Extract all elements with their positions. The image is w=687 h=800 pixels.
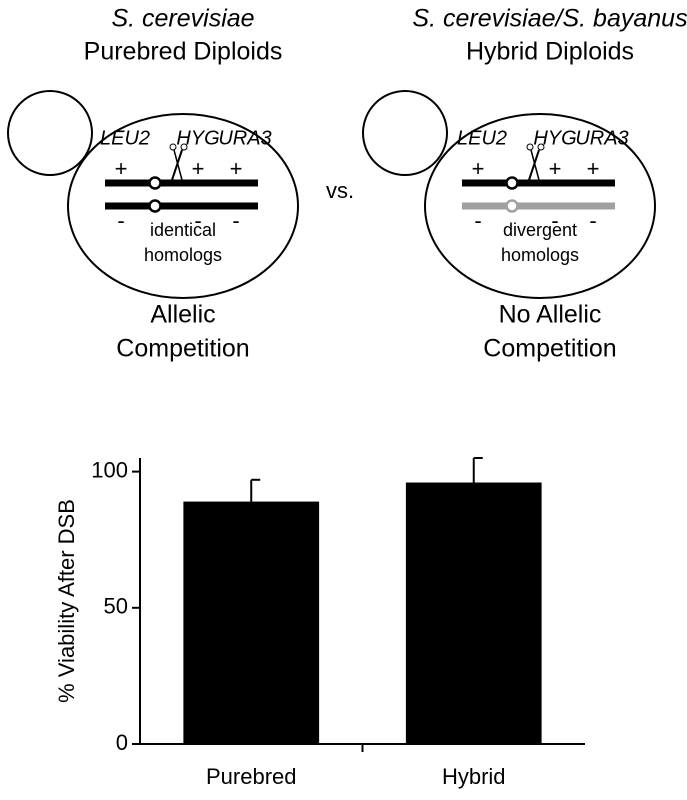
- scissors: [537, 143, 545, 151]
- gene-label: HYG: [533, 127, 576, 149]
- centromere: [505, 199, 519, 213]
- bud: [7, 90, 93, 176]
- y-axis-title: % Viability After DSB: [54, 499, 79, 703]
- separator: vs.: [326, 178, 354, 203]
- minus-sign: -: [589, 208, 596, 233]
- x-tick-label: Purebred: [206, 764, 297, 789]
- homolog-label: homologs: [144, 245, 222, 265]
- plus-sign: +: [549, 156, 562, 181]
- scissors: [180, 143, 188, 151]
- gene-label: LEU2: [100, 127, 150, 149]
- bud: [362, 90, 448, 176]
- minus-sign: -: [232, 208, 239, 233]
- homolog-label: homologs: [501, 245, 579, 265]
- plus-sign: +: [587, 156, 600, 181]
- panel-title: S. cerevisiae/S. bayanus: [412, 5, 687, 33]
- gene-label: LEU2: [457, 127, 507, 149]
- scissors: [169, 143, 177, 151]
- outcome: No Allelic: [499, 301, 602, 329]
- panel-subtitle: Purebred Diploids: [84, 38, 283, 66]
- outcome: Competition: [483, 335, 616, 363]
- homolog-label: identical: [150, 220, 216, 240]
- plus-sign: +: [192, 156, 205, 181]
- scissors: [171, 149, 183, 181]
- panel-subtitle: Hybrid Diploids: [466, 38, 634, 66]
- y-tick-label: 50: [104, 594, 128, 619]
- plus-sign: +: [115, 156, 128, 181]
- minus-sign: -: [117, 208, 124, 233]
- minus-sign: -: [474, 208, 481, 233]
- minus-sign: -: [551, 208, 558, 233]
- panel-title: S. cerevisiae: [111, 5, 254, 33]
- outcome: Allelic: [150, 301, 215, 329]
- minus-sign: -: [194, 208, 201, 233]
- y-tick-label: 0: [116, 730, 128, 755]
- scissors: [173, 149, 183, 181]
- bar: [183, 501, 320, 744]
- gene-label: URA3: [218, 127, 271, 149]
- scissors: [528, 149, 540, 181]
- centromere: [505, 176, 519, 190]
- scissors: [530, 149, 540, 181]
- plus-sign: +: [230, 156, 243, 181]
- gene-label: HYG: [176, 127, 219, 149]
- y-tick-label: 100: [91, 457, 128, 482]
- centromere: [148, 176, 162, 190]
- centromere: [148, 199, 162, 213]
- bar: [405, 482, 542, 744]
- homolog-label: divergent: [503, 220, 577, 240]
- gene-label: URA3: [575, 127, 628, 149]
- outcome: Competition: [116, 335, 249, 363]
- x-tick-label: Hybrid: [442, 764, 506, 789]
- plus-sign: +: [472, 156, 485, 181]
- scissors: [526, 143, 534, 151]
